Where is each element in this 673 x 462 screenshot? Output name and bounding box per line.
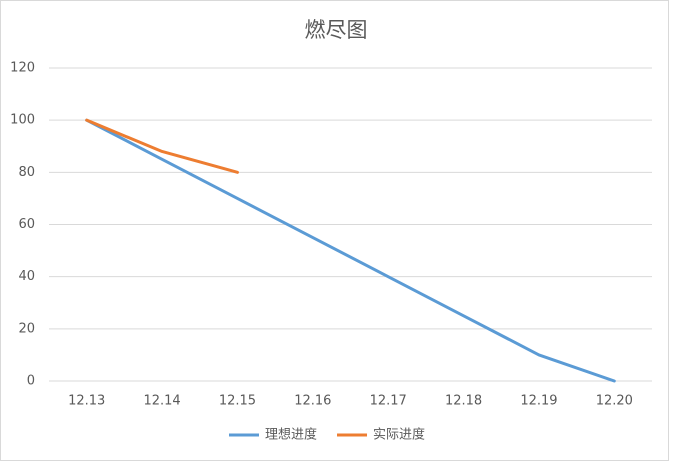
x-tick-label: 12.19 (520, 394, 557, 409)
x-tick-label: 12.17 (370, 394, 407, 409)
x-tick-label: 12.16 (294, 394, 331, 409)
x-tick-label: 12.13 (68, 394, 105, 409)
series-line (85, 118, 616, 383)
y-tick-label: 40 (18, 269, 35, 284)
chart-title: 燃尽图 (305, 18, 368, 42)
y-tick-label: 0 (27, 374, 35, 389)
y-tick-label: 20 (18, 321, 35, 336)
y-tick-label: 100 (10, 113, 35, 128)
y-tick-label: 120 (10, 61, 35, 76)
y-tick-label: 80 (18, 165, 35, 180)
series-line (85, 118, 239, 174)
legend-label: 实际进度 (373, 427, 425, 443)
legend-label: 理想进度 (265, 427, 317, 443)
y-tick-label: 60 (18, 217, 35, 232)
x-tick-label: 12.14 (143, 394, 180, 409)
x-tick-label: 12.20 (596, 394, 633, 409)
x-tick-label: 12.18 (445, 394, 482, 409)
x-tick-label: 12.15 (219, 394, 256, 409)
